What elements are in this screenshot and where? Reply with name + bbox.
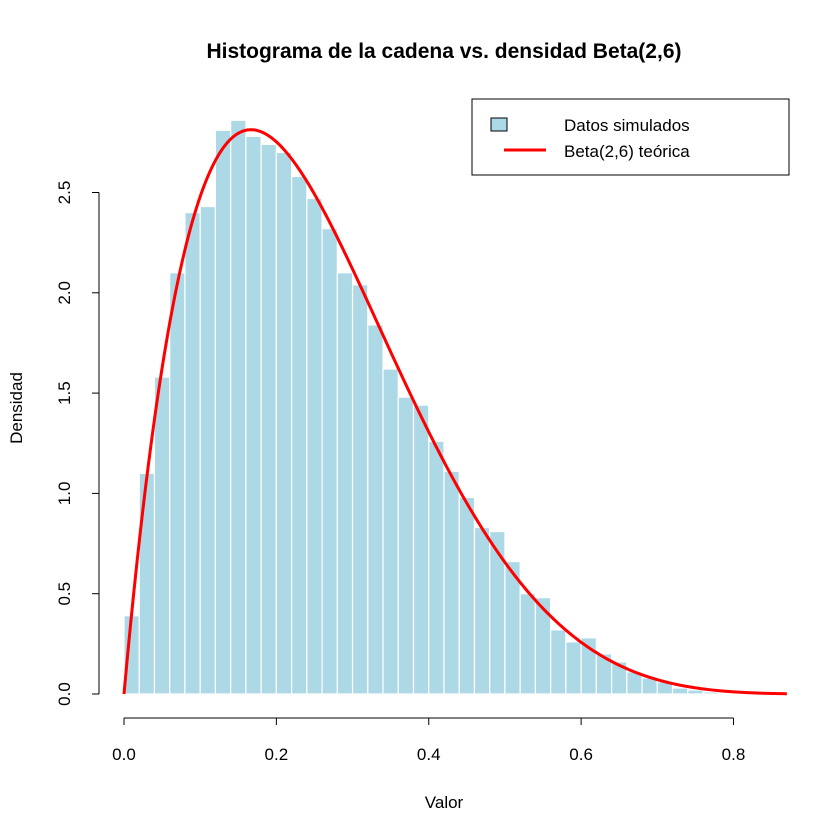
- x-tick-label: 0.4: [417, 745, 441, 764]
- y-tick-label: 2.5: [55, 181, 74, 205]
- histogram-bar: [550, 629, 567, 695]
- histogram-bar: [336, 272, 354, 695]
- histogram-bar: [428, 440, 445, 695]
- histogram-bar: [306, 197, 323, 695]
- histogram-bar: [671, 687, 689, 695]
- histogram-bars: [123, 119, 719, 695]
- histogram-bar: [473, 526, 491, 695]
- x-tick-label: 0.6: [569, 745, 593, 764]
- histogram-bar: [321, 228, 338, 695]
- histogram-bar: [184, 211, 201, 695]
- histogram-bar: [214, 129, 232, 695]
- histogram-bar: [382, 368, 399, 695]
- histogram-bar: [367, 324, 384, 695]
- y-tick-label: 0.0: [55, 682, 74, 706]
- legend-label-curve: Beta(2,6) teórica: [564, 142, 690, 161]
- histogram-bar: [397, 396, 415, 695]
- histogram-bar: [458, 496, 476, 695]
- histogram-bar: [702, 691, 719, 695]
- histogram-bar: [489, 530, 506, 695]
- chart-title: Histograma de la cadena vs. densidad Bet…: [206, 40, 681, 63]
- legend: Datos simulados Beta(2,6) teórica: [471, 98, 790, 176]
- legend-bar-swatch: [490, 117, 508, 132]
- histogram-bar: [351, 284, 369, 695]
- x-axis-title: Valor: [425, 793, 464, 812]
- y-axis-title: Densidad: [7, 372, 26, 444]
- y-axis: 0.0 0.5 1.0 1.5 2.0 2.5: [55, 181, 100, 706]
- histogram-bar: [443, 470, 460, 695]
- density-curve: [122, 128, 787, 696]
- x-tick-label: 0.8: [722, 745, 746, 764]
- y-tick-label: 0.5: [55, 582, 74, 606]
- histogram-bar: [565, 641, 582, 695]
- histogram-bar: [138, 472, 156, 695]
- histogram-bar: [291, 175, 308, 695]
- histogram-bar: [199, 205, 217, 695]
- histogram-bar: [275, 151, 293, 695]
- legend-label-histogram: Datos simulados: [564, 116, 690, 135]
- histogram-bar: [169, 272, 186, 695]
- y-tick-label: 1.5: [55, 381, 74, 405]
- histogram-bar: [687, 689, 704, 695]
- histogram-bar: [412, 404, 430, 695]
- legend-box: [471, 98, 790, 176]
- histogram-bar: [230, 119, 247, 695]
- y-tick-label: 2.0: [55, 281, 74, 305]
- histogram-bar: [245, 135, 262, 695]
- x-tick-label: 0.2: [265, 745, 289, 764]
- histogram-bar: [519, 593, 537, 695]
- y-tick-label: 1.0: [55, 482, 74, 506]
- histogram-bar: [153, 376, 171, 695]
- x-tick-label: 0.0: [112, 745, 136, 764]
- histogram-bar: [260, 143, 277, 695]
- x-axis: 0.0 0.2 0.4 0.6 0.8: [112, 717, 746, 764]
